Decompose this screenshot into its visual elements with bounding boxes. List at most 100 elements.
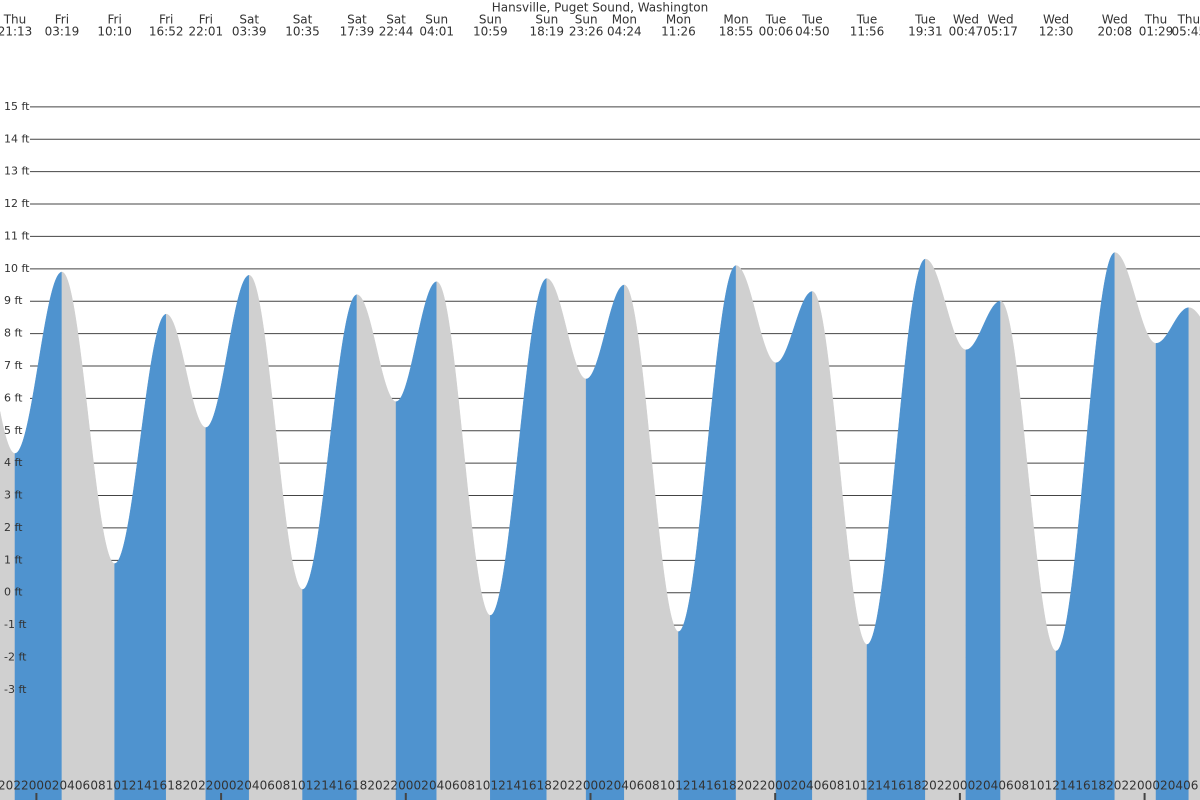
hour-label: 10 xyxy=(106,779,121,793)
extreme-day: Fri xyxy=(199,13,213,27)
extreme-day: Sat xyxy=(386,13,406,27)
extreme-time: 04:50 xyxy=(795,25,830,39)
hour-label: 04 xyxy=(798,779,813,793)
tide-area xyxy=(775,291,813,800)
hour-label: 06 xyxy=(260,779,275,793)
y-tick-label: -2 ft xyxy=(4,650,27,663)
y-tick-label: 3 ft xyxy=(4,489,23,502)
chart-title: Hansville, Puget Sound, Washington xyxy=(492,1,708,15)
hour-label: 06 xyxy=(444,779,459,793)
hour-label: 12 xyxy=(675,779,690,793)
extreme-time: 21:13 xyxy=(0,25,32,39)
hour-label: 08 xyxy=(460,779,475,793)
hour-label: 08 xyxy=(275,779,290,793)
extreme-time: 22:01 xyxy=(189,25,224,39)
y-tick-label: 13 ft xyxy=(4,165,30,178)
hour-label: 08 xyxy=(1014,779,1029,793)
hour-label: 04 xyxy=(614,779,629,793)
hour-label: 00 xyxy=(768,779,783,793)
extreme-day: Wed xyxy=(1043,13,1069,27)
extreme-time: 11:26 xyxy=(661,25,696,39)
hour-label: 10 xyxy=(845,779,860,793)
y-tick-label: 12 ft xyxy=(4,197,30,210)
extreme-day: Sat xyxy=(347,13,367,27)
hour-label: 00 xyxy=(952,779,967,793)
hour-label: 20 xyxy=(367,779,382,793)
tide-area xyxy=(546,278,587,800)
extreme-day: Tue xyxy=(801,13,823,27)
y-tick-label: 0 ft xyxy=(4,586,23,599)
extreme-time: 05:45 xyxy=(1172,25,1200,39)
hour-label: 22 xyxy=(752,779,767,793)
tide-area xyxy=(165,313,207,800)
hour-label: 02 xyxy=(598,779,613,793)
extreme-time: 03:39 xyxy=(232,25,267,39)
hour-label: 08 xyxy=(90,779,105,793)
hour-label: 00 xyxy=(1137,779,1152,793)
tide-area xyxy=(436,281,491,800)
y-tick-label: 6 ft xyxy=(4,391,23,404)
hour-label: 18 xyxy=(721,779,736,793)
tide-area xyxy=(1155,307,1190,800)
hour-label: 12 xyxy=(1045,779,1060,793)
tide-area xyxy=(925,258,967,800)
extreme-day: Wed xyxy=(1102,13,1128,27)
extreme-time: 10:10 xyxy=(97,25,132,39)
hour-label: 12 xyxy=(306,779,321,793)
hour-label: 12 xyxy=(860,779,875,793)
extreme-time: 18:55 xyxy=(719,25,754,39)
extreme-day: Wed xyxy=(953,13,979,27)
tide-area xyxy=(1000,300,1057,800)
extreme-day: Thu xyxy=(3,13,27,27)
hour-label: 02 xyxy=(229,779,244,793)
extreme-time: 12:30 xyxy=(1039,25,1074,39)
extreme-time: 03:19 xyxy=(45,25,80,39)
hour-label: 16 xyxy=(152,779,167,793)
extreme-time: 16:52 xyxy=(149,25,184,39)
y-tick-label: 2 ft xyxy=(4,521,23,534)
extreme-time: 17:39 xyxy=(340,25,375,39)
hour-label: 22 xyxy=(1122,779,1137,793)
y-tick-label: -1 ft xyxy=(4,618,27,631)
extreme-day: Tue xyxy=(856,13,878,27)
hour-label: 14 xyxy=(691,779,706,793)
hour-label: 02 xyxy=(44,779,59,793)
tide-area xyxy=(490,278,548,800)
hour-label: 06 xyxy=(75,779,90,793)
hour-label: 20 xyxy=(1106,779,1121,793)
y-tick-label: 1 ft xyxy=(4,553,23,566)
tide-area xyxy=(205,275,250,800)
tide-area xyxy=(356,294,397,800)
extreme-time: 20:08 xyxy=(1098,25,1133,39)
hour-label: 16 xyxy=(706,779,721,793)
y-tick-label: 15 ft xyxy=(4,100,30,113)
hour-label: 06 xyxy=(814,779,829,793)
tide-area xyxy=(735,265,777,800)
hour-label: 14 xyxy=(1060,779,1075,793)
extreme-day: Mon xyxy=(666,13,691,27)
hour-label: 20 xyxy=(0,779,13,793)
y-tick-label: 8 ft xyxy=(4,327,23,340)
extreme-time: 22:44 xyxy=(379,25,414,39)
hour-label: 04 xyxy=(983,779,998,793)
hour-label: 18 xyxy=(537,779,552,793)
extreme-day: Sun xyxy=(575,13,598,27)
extreme-day: Tue xyxy=(765,13,787,27)
extreme-time: 18:19 xyxy=(529,25,564,39)
tide-area xyxy=(624,284,679,800)
hour-label: 08 xyxy=(644,779,659,793)
tide-area xyxy=(812,291,868,800)
hour-label: 02 xyxy=(414,779,429,793)
hour-label: 18 xyxy=(352,779,367,793)
tide-area xyxy=(1188,307,1200,800)
tide-area xyxy=(14,271,63,800)
extreme-time: 23:26 xyxy=(569,25,604,39)
hour-label: 14 xyxy=(137,779,152,793)
extreme-day: Sun xyxy=(425,13,448,27)
tide-area xyxy=(248,274,303,800)
hour-label: 22 xyxy=(13,779,28,793)
hour-label: 16 xyxy=(1075,779,1090,793)
extreme-time: 00:06 xyxy=(759,25,794,39)
hour-label: 04 xyxy=(60,779,75,793)
